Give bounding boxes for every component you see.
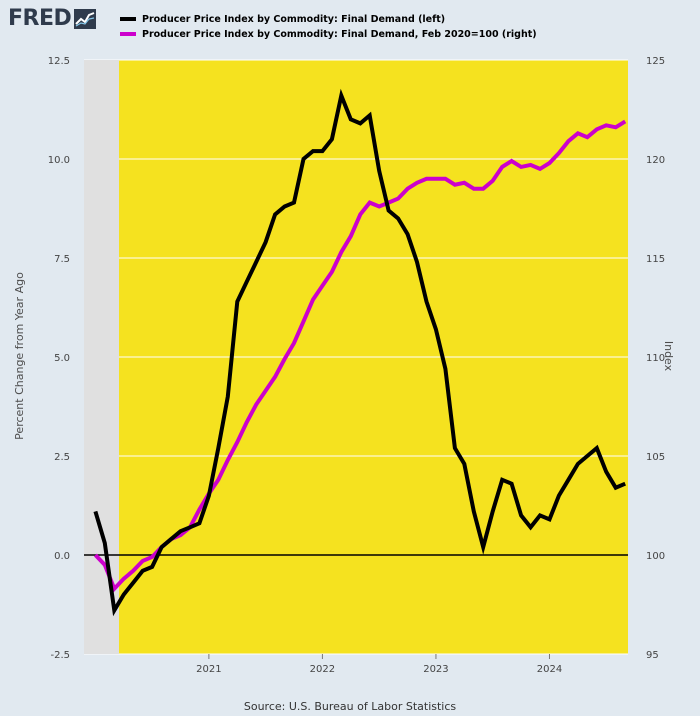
x-tick-label: 2022 bbox=[310, 664, 335, 675]
legend-swatch-black bbox=[120, 17, 136, 21]
fred-logo[interactable]: FRED bbox=[8, 6, 97, 31]
chart-header: FRED Producer Price Index by Commodity: … bbox=[0, 0, 700, 44]
y-axis-right-title: Index bbox=[662, 341, 675, 372]
y-right-tick-label: 125 bbox=[646, 56, 665, 67]
legend-swatch-magenta bbox=[120, 32, 136, 36]
chart-legend: Producer Price Index by Commodity: Final… bbox=[120, 12, 537, 42]
y-right-tick-label: 95 bbox=[646, 650, 659, 661]
y-left-tick-label: 12.5 bbox=[48, 56, 70, 67]
y-left-tick-label: 0.0 bbox=[54, 551, 70, 562]
y-left-tick-label: -2.5 bbox=[50, 650, 70, 661]
y-left-tick-label: 7.5 bbox=[54, 254, 70, 265]
y-axis-left-title: Percent Change from Year Ago bbox=[13, 272, 26, 440]
chart-trend-icon bbox=[74, 8, 97, 29]
y-right-tick-label: 100 bbox=[646, 551, 665, 562]
x-tick-label: 2023 bbox=[423, 664, 448, 675]
y-right-tick-label: 105 bbox=[646, 452, 665, 463]
legend-item-ppi-index[interactable]: Producer Price Index by Commodity: Final… bbox=[120, 27, 537, 41]
y-left-tick-label: 2.5 bbox=[54, 452, 70, 463]
y-left-tick-label: 5.0 bbox=[54, 353, 70, 364]
x-tick-label: 2021 bbox=[196, 664, 221, 675]
y-right-tick-label: 120 bbox=[646, 155, 665, 166]
legend-label-ppi-index: Producer Price Index by Commodity: Final… bbox=[142, 28, 537, 40]
series-line-ppi-index bbox=[93, 119, 627, 593]
x-tick-label: 2024 bbox=[537, 664, 562, 675]
legend-label-ppi-yoy: Producer Price Index by Commodity: Final… bbox=[142, 13, 446, 25]
y-left-tick-label: 10.0 bbox=[48, 155, 70, 166]
recession-shading bbox=[84, 60, 120, 654]
chart-source: Source: U.S. Bureau of Labor Statistics bbox=[243, 700, 457, 713]
fred-logo-text: FRED bbox=[8, 6, 72, 31]
series-line-ppi-yoy bbox=[93, 88, 626, 617]
y-right-tick-label: 115 bbox=[646, 254, 665, 265]
legend-item-ppi-yoy[interactable]: Producer Price Index by Commodity: Final… bbox=[120, 12, 537, 26]
y-right-tick-label: 110 bbox=[646, 353, 665, 364]
